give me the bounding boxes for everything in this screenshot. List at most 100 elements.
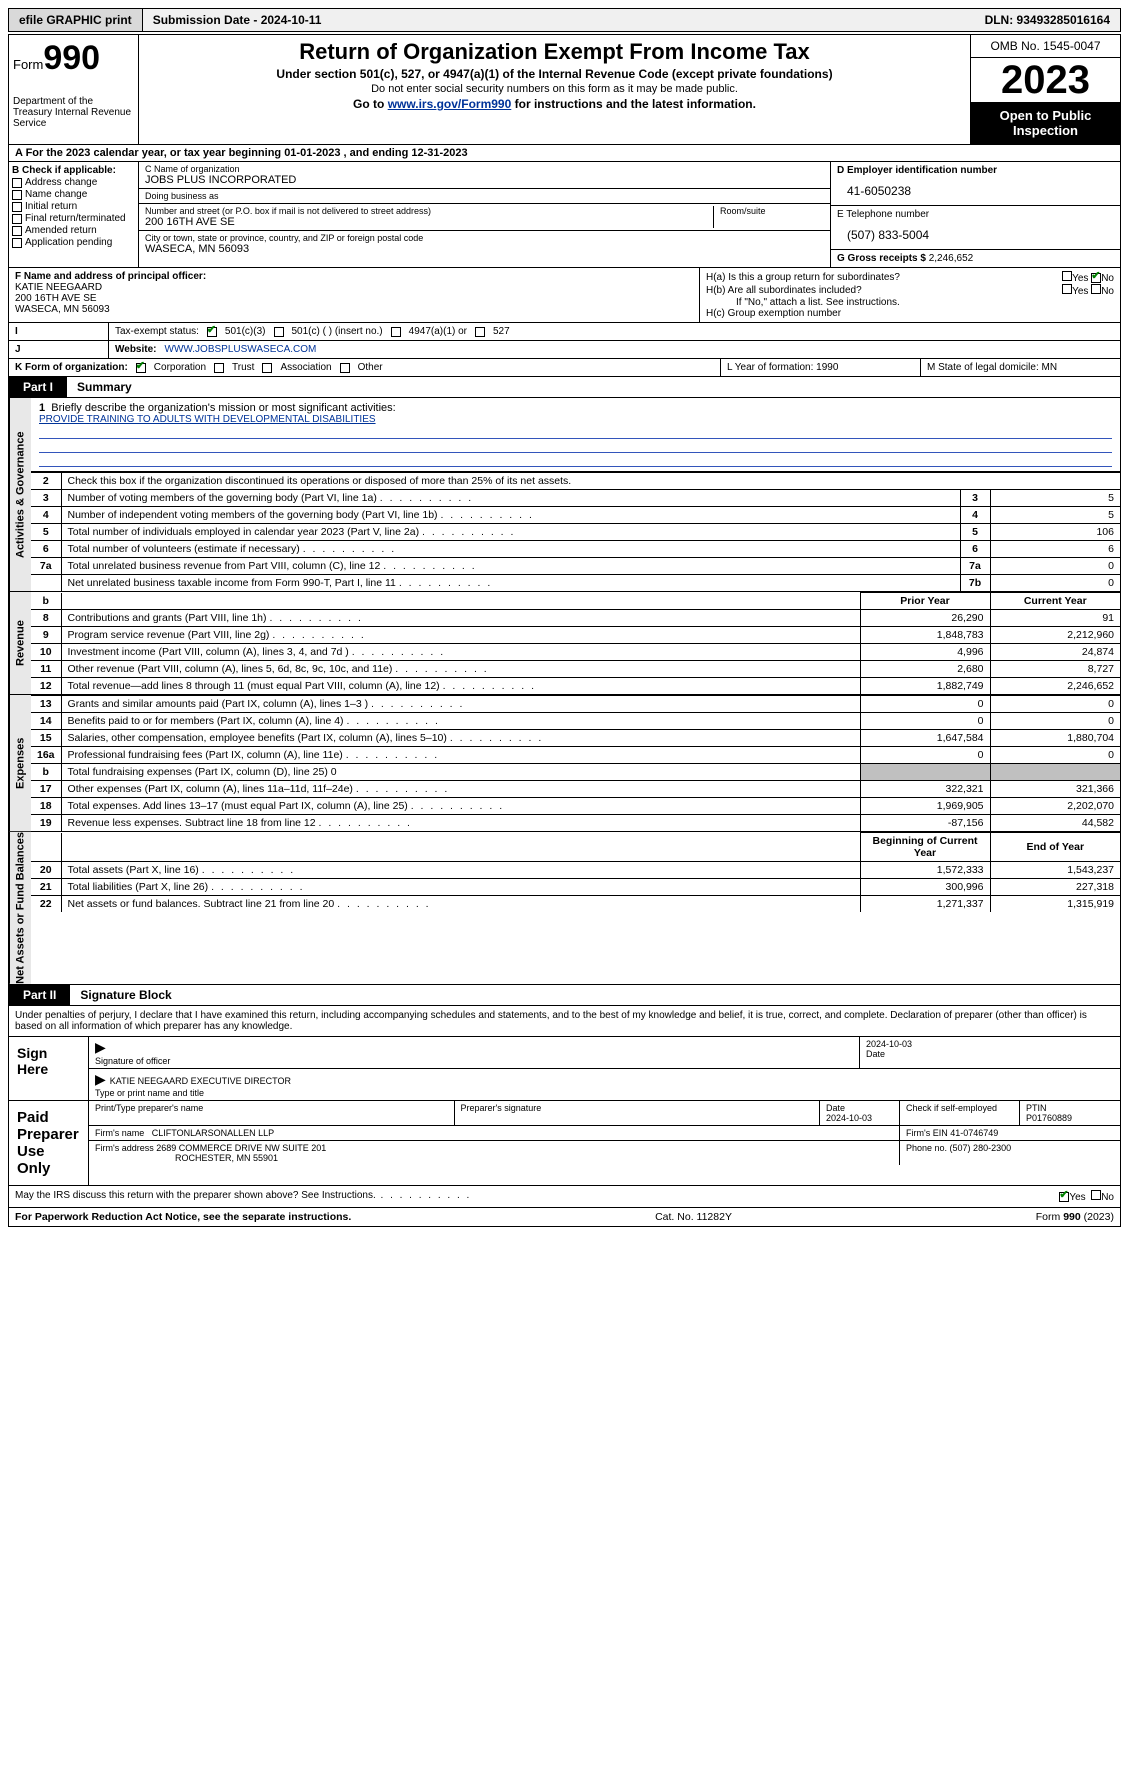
preparer-phone: (507) 280-2300 — [950, 1143, 1012, 1153]
officer-name: KATIE NEEGAARD EXECUTIVE DIRECTOR — [110, 1076, 291, 1086]
chk-name-change[interactable] — [12, 190, 22, 200]
table-row: 20Total assets (Part X, line 16) 1,572,3… — [31, 862, 1120, 879]
vlabel-expenses: Expenses — [9, 695, 31, 831]
table-row: 17Other expenses (Part IX, column (A), l… — [31, 781, 1120, 798]
chk-ha-no[interactable] — [1091, 273, 1101, 283]
netassets-table: Beginning of Current YearEnd of Year 20T… — [31, 832, 1120, 912]
chk-hb-yes[interactable] — [1062, 284, 1072, 294]
firm-ein: 41-0746749 — [950, 1128, 998, 1138]
chk-501c3[interactable] — [207, 327, 217, 337]
chk-assoc[interactable] — [262, 363, 272, 373]
section-fh: F Name and address of principal officer:… — [8, 268, 1121, 323]
section-bcd: B Check if applicable: Address change Na… — [8, 162, 1121, 268]
table-row: bTotal fundraising expenses (Part IX, co… — [31, 764, 1120, 781]
col-d-right: D Employer identification number 41-6050… — [830, 162, 1120, 267]
irs-link[interactable]: www.irs.gov/Form990 — [388, 97, 512, 111]
table-row: 3Number of voting members of the governi… — [31, 490, 1120, 507]
table-row: 18Total expenses. Add lines 13–17 (must … — [31, 798, 1120, 815]
col-b-checkboxes: B Check if applicable: Address change Na… — [9, 162, 139, 267]
chk-corp[interactable] — [136, 363, 146, 373]
table-row: 13Grants and similar amounts paid (Part … — [31, 696, 1120, 713]
form-title: Return of Organization Exempt From Incom… — [147, 39, 962, 65]
chk-4947[interactable] — [391, 327, 401, 337]
row-i-exempt: I Tax-exempt status: 501(c)(3) 501(c) ( … — [8, 323, 1121, 341]
preparer-block: Paid Preparer Use Only Print/Type prepar… — [8, 1101, 1121, 1186]
chk-final-return[interactable] — [12, 214, 22, 224]
org-name: JOBS PLUS INCORPORATED — [145, 174, 824, 186]
chk-discuss-yes[interactable] — [1059, 1192, 1069, 1202]
chk-amended[interactable] — [12, 226, 22, 236]
part2-header: Part II Signature Block — [8, 985, 1121, 1006]
gross-receipts: 2,246,652 — [929, 253, 974, 264]
revenue-section: Revenue bPrior YearCurrent Year 8Contrib… — [8, 592, 1121, 695]
vlabel-governance: Activities & Governance — [9, 398, 31, 591]
table-row: 22Net assets or fund balances. Subtract … — [31, 896, 1120, 913]
table-row: 12Total revenue—add lines 8 through 11 (… — [31, 678, 1120, 695]
chk-hb-no[interactable] — [1091, 284, 1101, 294]
phone-value: (507) 833-5004 — [837, 220, 1114, 246]
table-row: 7aTotal unrelated business revenue from … — [31, 558, 1120, 575]
form-number: Form990 — [13, 39, 134, 78]
ptin-value: P01760889 — [1026, 1113, 1072, 1123]
table-row: Net unrelated business taxable income fr… — [31, 575, 1120, 592]
chk-other[interactable] — [340, 363, 350, 373]
table-row: 5Total number of individuals employed in… — [31, 524, 1120, 541]
chk-527[interactable] — [475, 327, 485, 337]
governance-section: Activities & Governance 1 Briefly descri… — [8, 398, 1121, 592]
col-c-org-info: C Name of organization JOBS PLUS INCORPO… — [139, 162, 830, 267]
table-row: 6Total number of volunteers (estimate if… — [31, 541, 1120, 558]
dept-treasury: Department of the Treasury Internal Reve… — [13, 96, 134, 129]
netassets-section: Net Assets or Fund Balances Beginning of… — [8, 832, 1121, 985]
submission-date: Submission Date - 2024-10-11 — [143, 9, 332, 31]
form-header: Form990 Department of the Treasury Inter… — [8, 34, 1121, 145]
chk-initial-return[interactable] — [12, 202, 22, 212]
dln: DLN: 93493285016164 — [975, 9, 1120, 31]
table-row: 10Investment income (Part VIII, column (… — [31, 644, 1120, 661]
table-row: 19Revenue less expenses. Subtract line 1… — [31, 815, 1120, 832]
chk-ha-yes[interactable] — [1062, 271, 1072, 281]
table-row: 15Salaries, other compensation, employee… — [31, 730, 1120, 747]
row-a-tax-year: A For the 2023 calendar year, or tax yea… — [8, 145, 1121, 162]
expenses-section: Expenses 13Grants and similar amounts pa… — [8, 695, 1121, 832]
omb-number: OMB No. 1545-0047 — [971, 35, 1120, 58]
table-row: 14Benefits paid to or for members (Part … — [31, 713, 1120, 730]
chk-501c[interactable] — [274, 327, 284, 337]
discuss-row: May the IRS discuss this return with the… — [8, 1186, 1121, 1208]
footer: For Paperwork Reduction Act Notice, see … — [8, 1208, 1121, 1227]
vlabel-revenue: Revenue — [9, 592, 31, 694]
topbar: efile GRAPHIC print Submission Date - 20… — [8, 8, 1121, 32]
table-row: 4Number of independent voting members of… — [31, 507, 1120, 524]
signature-declaration: Under penalties of perjury, I declare th… — [8, 1006, 1121, 1037]
col-f-officer: F Name and address of principal officer:… — [9, 268, 700, 322]
year-formation: L Year of formation: 1990 — [720, 359, 920, 376]
table-row: 21Total liabilities (Part X, line 26) 30… — [31, 879, 1120, 896]
open-public-badge: Open to Public Inspection — [971, 102, 1120, 144]
form-subtitle-2: Do not enter social security numbers on … — [147, 83, 962, 95]
form-subtitle-1: Under section 501(c), 527, or 4947(a)(1)… — [147, 67, 962, 81]
table-row: 16aProfessional fundraising fees (Part I… — [31, 747, 1120, 764]
form-instructions-link: Go to www.irs.gov/Form990 for instructio… — [147, 97, 962, 111]
chk-address-change[interactable] — [12, 178, 22, 188]
org-city: WASECA, MN 56093 — [145, 243, 824, 255]
mission-text: PROVIDE TRAINING TO ADULTS WITH DEVELOPM… — [39, 414, 1112, 425]
org-street: 200 16TH AVE SE — [145, 216, 713, 228]
table-row: 11Other revenue (Part VIII, column (A), … — [31, 661, 1120, 678]
table-row: 9Program service revenue (Part VIII, lin… — [31, 627, 1120, 644]
website-link[interactable]: WWW.JOBSPLUSWASECA.COM — [165, 344, 317, 355]
part1-header: Part I Summary — [8, 377, 1121, 398]
state-domicile: M State of legal domicile: MN — [920, 359, 1120, 376]
tax-year: 2023 — [971, 58, 1120, 102]
ein-value: 41-6050238 — [837, 176, 1114, 202]
expenses-table: 13Grants and similar amounts paid (Part … — [31, 695, 1120, 831]
row-j-website: J Website: WWW.JOBSPLUSWASECA.COM — [8, 341, 1121, 359]
table-row: 8Contributions and grants (Part VIII, li… — [31, 610, 1120, 627]
chk-trust[interactable] — [214, 363, 224, 373]
chk-application-pending[interactable] — [12, 238, 22, 248]
governance-table: 2Check this box if the organization disc… — [31, 472, 1120, 591]
col-h-group: H(a) Is this a group return for subordin… — [700, 268, 1120, 322]
firm-name: CLIFTONLARSONALLEN LLP — [152, 1128, 274, 1138]
efile-button[interactable]: efile GRAPHIC print — [9, 9, 143, 31]
sign-here-block: Sign Here Signature of officer 2024-10-0… — [8, 1037, 1121, 1101]
revenue-table: bPrior YearCurrent Year 8Contributions a… — [31, 592, 1120, 694]
chk-discuss-no[interactable] — [1091, 1190, 1101, 1200]
